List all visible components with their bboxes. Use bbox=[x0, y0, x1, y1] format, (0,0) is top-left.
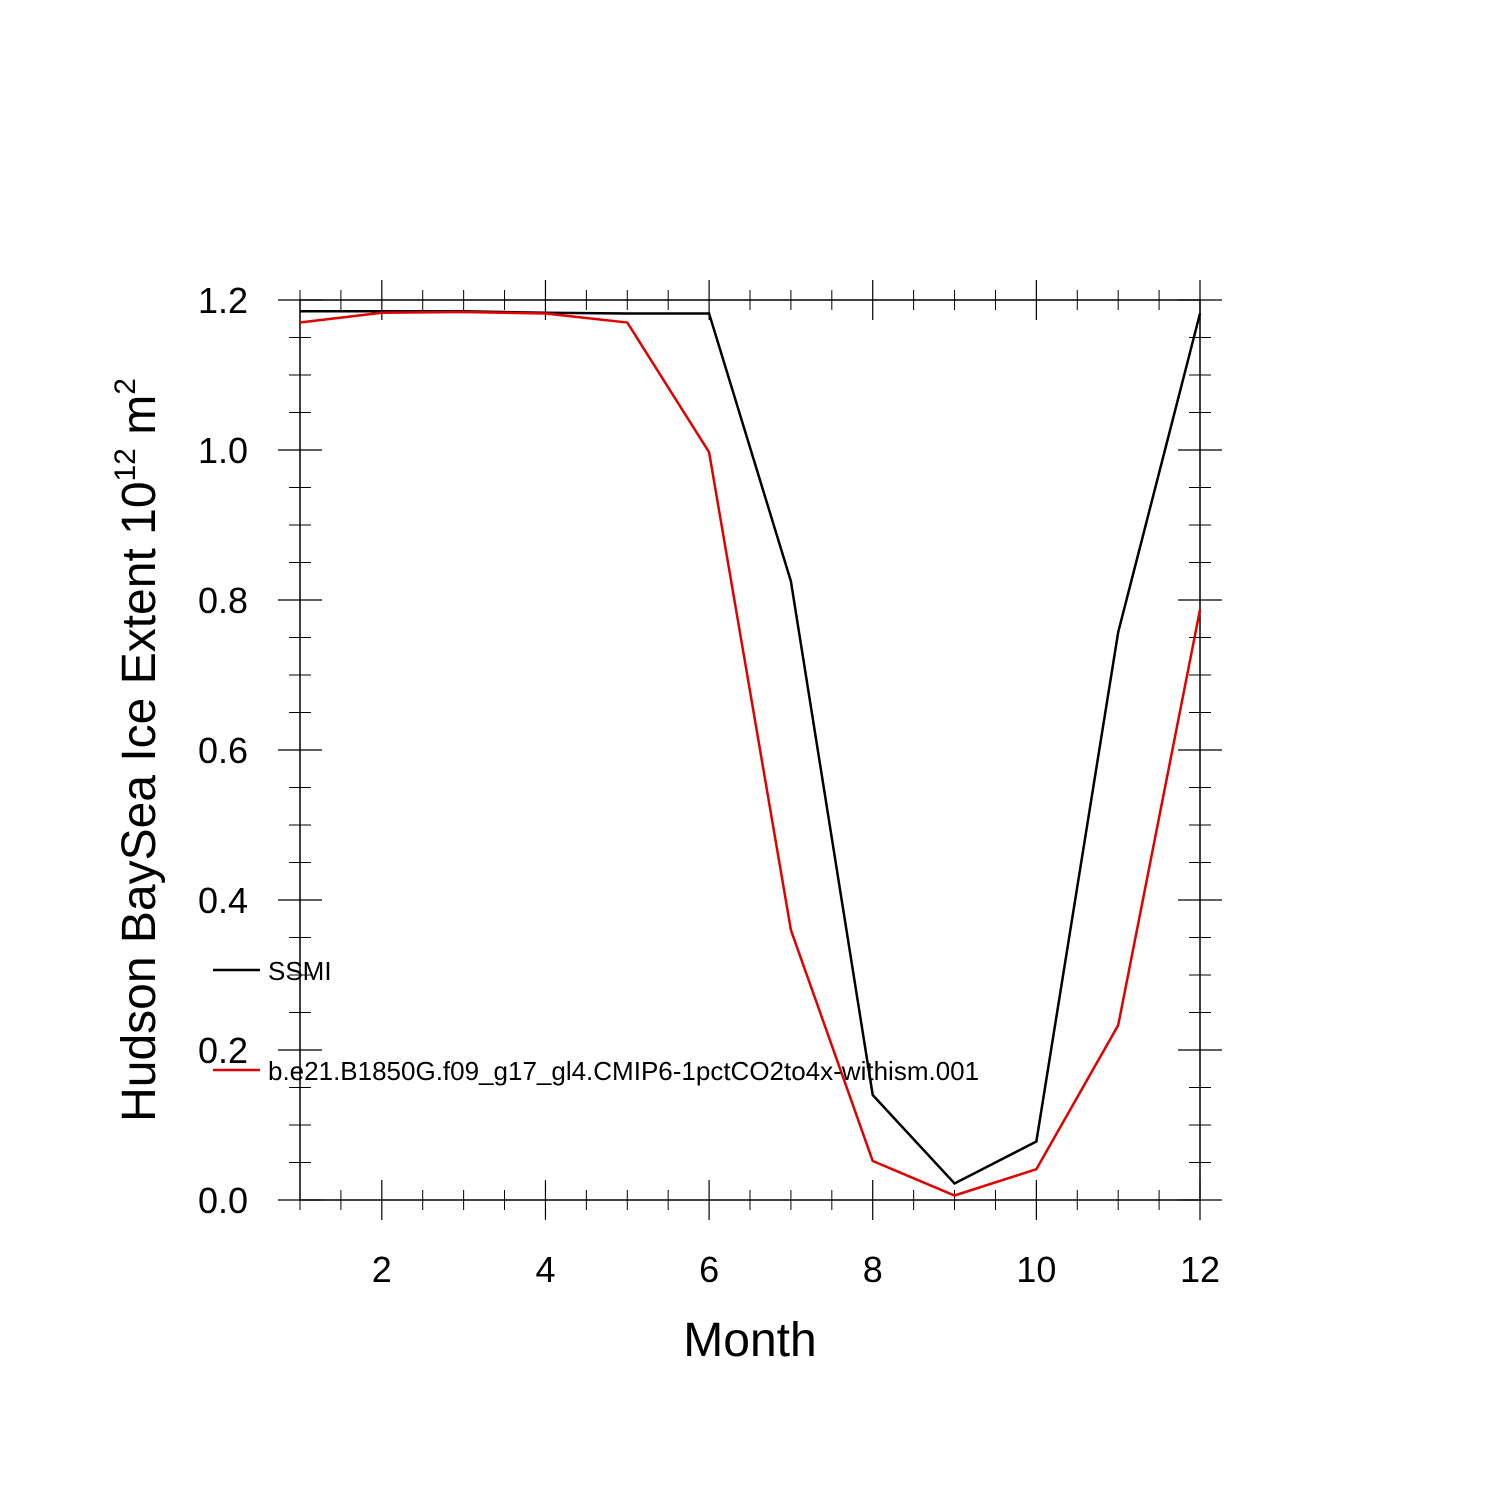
series-line-model bbox=[299, 310, 1202, 1197]
y-axis-title-unit: m bbox=[113, 395, 166, 448]
y-tick-label: 0.2 bbox=[198, 1030, 248, 1071]
legend-label-model: b.e21.B1850G.f09_g17_gl4.CMIP6-1pctCO2to… bbox=[268, 1056, 979, 1086]
x-tick-label: 8 bbox=[863, 1249, 883, 1290]
x-tick-label: 6 bbox=[699, 1249, 719, 1290]
y-tick-label: 0.0 bbox=[198, 1180, 248, 1221]
legend: SSMI b.e21.B1850G.f09_g17_gl4.CMIP6-1pct… bbox=[213, 956, 979, 1086]
x-tick-label: 12 bbox=[1180, 1249, 1220, 1290]
y-tick-label: 1.0 bbox=[198, 430, 248, 471]
series-lines bbox=[299, 310, 1202, 1197]
x-tick-label: 10 bbox=[1016, 1249, 1056, 1290]
y-tick-label: 0.4 bbox=[198, 880, 248, 921]
x-tick-label: 2 bbox=[372, 1249, 392, 1290]
y-tick-label: 0.6 bbox=[198, 730, 248, 771]
series-line-ssmi bbox=[300, 310, 1202, 1186]
y-axis-title-unit-exponent: 2 bbox=[109, 378, 142, 395]
legend-label-ssmi: SSMI bbox=[268, 956, 332, 986]
x-axis-title: Month bbox=[683, 1314, 816, 1367]
y-tick-label: 1.2 bbox=[198, 280, 248, 321]
y-axis-title-exponent: 12 bbox=[109, 448, 142, 481]
y-axis-title-main: Hudson BaySea Ice Extent 10 bbox=[113, 481, 166, 1121]
y-tick-label: 0.8 bbox=[198, 580, 248, 621]
axis-tick-labels: 2 4 6 8 10 12 0.0 0.2 0.4 0.6 0.8 1.0 1.2 bbox=[198, 280, 1220, 1290]
x-tick-label: 4 bbox=[535, 1249, 555, 1290]
y-axis-title: Hudson BaySea Ice Extent 1012 m2 bbox=[109, 378, 166, 1122]
